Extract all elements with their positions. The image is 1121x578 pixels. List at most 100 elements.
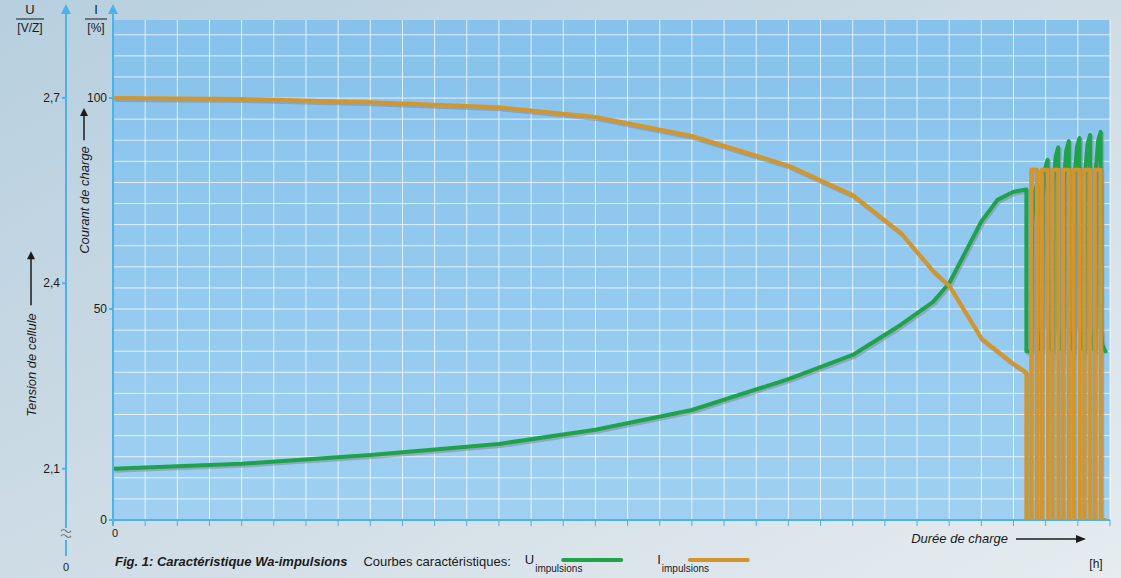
legend-swatch	[563, 558, 621, 562]
grid-line-v	[241, 20, 242, 520]
grid-line-h	[113, 330, 1110, 331]
series-group	[113, 98, 1107, 520]
grid-line-v	[724, 20, 725, 520]
grid-line-h	[113, 520, 1110, 521]
y2-origin-label: 0	[63, 561, 69, 573]
grid-line-h	[113, 203, 1110, 204]
background	[0, 0, 1121, 578]
legend-title: Courbes caractéristiques:	[363, 554, 510, 569]
grid-line-v	[917, 20, 918, 520]
y-title: Courant de charge	[77, 146, 92, 254]
y-tick-label: 100	[87, 91, 107, 105]
grid-line-v	[434, 20, 435, 520]
x-minor-tick	[113, 520, 114, 526]
grid-line-h	[113, 245, 1110, 246]
y-unit: [%]	[87, 21, 104, 35]
grid-line-v	[177, 20, 178, 520]
chart: 00501002,12,42,70U[V/Z]I[%]Tension de ce…	[0, 0, 1121, 578]
grid-line-h	[113, 224, 1110, 225]
grid-line-v	[627, 20, 628, 520]
x-unit: [h]	[1089, 557, 1102, 571]
legend: Courbes caractéristiques:UimpulsionsIimp…	[363, 552, 747, 574]
grid-line-h	[113, 76, 1110, 77]
grid-line-v	[691, 20, 692, 520]
y-tick-label: 0	[100, 513, 107, 527]
grid-line-h	[113, 435, 1110, 436]
y2-tick-label: 2,1	[43, 462, 60, 476]
x-tick-label: 0	[112, 527, 118, 539]
grid-line-v	[852, 20, 853, 520]
grid-line-h	[113, 287, 1110, 288]
y2-tick	[62, 97, 66, 99]
x-axis-line	[113, 519, 1110, 521]
y2-title-arrow	[30, 257, 32, 305]
y2-tick-label: 2,7	[43, 91, 60, 105]
series-line	[113, 98, 1105, 520]
grid-line-h	[113, 161, 1110, 162]
grid-line-v	[756, 20, 757, 520]
grid-line-h	[113, 393, 1110, 394]
grid-line-v	[1110, 20, 1111, 520]
y2-axis-line	[65, 12, 67, 528]
grid	[113, 20, 1110, 526]
y2-axis-line-lower	[65, 540, 67, 556]
grid-line-h	[113, 372, 1110, 373]
grid-line-v	[788, 20, 789, 520]
y2-symbol-rule	[16, 19, 44, 20]
y-axis-line	[112, 12, 114, 520]
grid-line-h	[113, 55, 1110, 56]
x-tick	[112, 520, 114, 526]
grid-line-v	[949, 20, 950, 520]
grid-line-v	[1013, 20, 1014, 520]
x-title-arrow	[1016, 538, 1078, 540]
legend-swatch	[690, 558, 748, 562]
y2-tick	[62, 282, 66, 284]
grid-line-h	[113, 351, 1110, 352]
grid-line-v	[145, 20, 146, 520]
grid-line-v	[820, 20, 821, 520]
grid-line-h	[113, 309, 1110, 310]
grid-line-v	[563, 20, 564, 520]
y-symbol: I	[94, 2, 98, 17]
y-axis-arrow	[108, 4, 118, 14]
legend-label-sub: impulsions	[662, 563, 709, 574]
x-title: Durée de charge	[911, 531, 1008, 546]
grid-line-v	[209, 20, 210, 520]
axes: 00501002,12,42,70	[43, 4, 1110, 573]
y2-tick-label: 2,4	[43, 276, 60, 290]
grid-line-h	[113, 34, 1110, 35]
legend-label-sub: impulsions	[535, 563, 582, 574]
y-tick	[109, 97, 113, 99]
y2-symbol: U	[25, 2, 34, 17]
grid-line-v	[595, 20, 596, 520]
y2-title: Tension de cellule	[24, 313, 39, 417]
title: Fig. 1: Caractéristique Wa-impulsions	[115, 554, 347, 569]
grid-line-v	[659, 20, 660, 520]
grid-line-h	[113, 140, 1110, 141]
grid-line-v	[531, 20, 532, 520]
y-symbol-rule	[85, 19, 107, 20]
grid-line-v	[370, 20, 371, 520]
y-tick-label: 50	[94, 302, 108, 316]
grid-line-h	[113, 182, 1110, 183]
x-title-arrow-head	[1076, 535, 1086, 543]
legend-label: I	[657, 552, 661, 567]
grid-line-v	[884, 20, 885, 520]
grid-line-v	[402, 20, 403, 520]
y-title-arrow-head	[80, 108, 88, 116]
grid-line-h	[113, 456, 1110, 457]
grid-line-v	[273, 20, 274, 520]
grid-line-h	[113, 498, 1110, 499]
y2-unit: [V/Z]	[17, 21, 42, 35]
y2-title-arrow-head	[27, 251, 35, 259]
y-title-arrow	[83, 114, 85, 140]
grid-line-v	[305, 20, 306, 520]
axis-titles: U [V/Z] I [%] Tension de cellule Courant de c…	[16, 2, 1103, 571]
grid-line-v	[981, 20, 982, 520]
grid-line-h	[113, 477, 1110, 478]
y2-axis-break	[61, 530, 71, 538]
grid-line-v	[338, 20, 339, 520]
legend-label: U	[525, 552, 534, 567]
y2-axis-arrow	[61, 4, 71, 14]
line-shadow	[115, 100, 1107, 520]
